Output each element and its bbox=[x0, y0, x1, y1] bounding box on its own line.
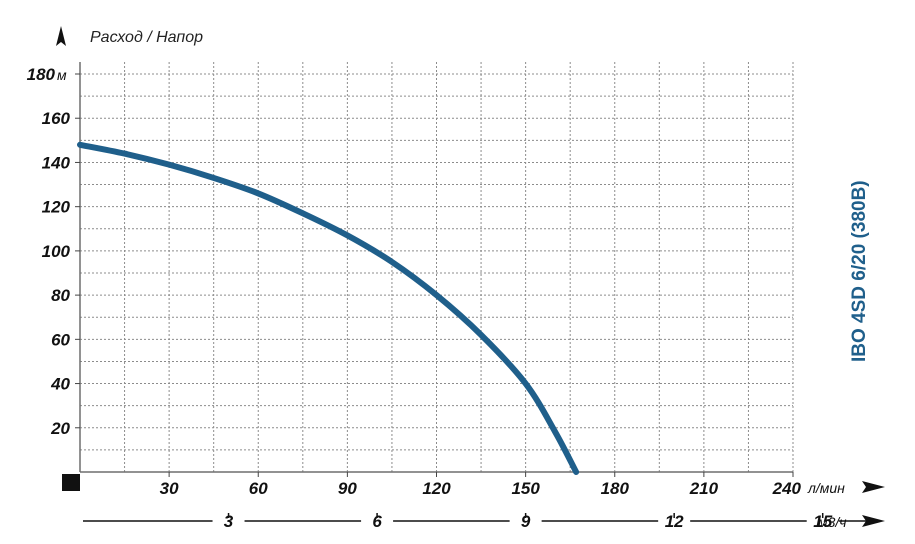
y-tick-label: 120 bbox=[42, 198, 71, 217]
x-tick-label: 150 bbox=[511, 479, 540, 498]
x-tick-label: 210 bbox=[689, 479, 719, 498]
y-tick-label: 20 bbox=[50, 419, 70, 438]
chart-title: IBO 4SD 6/20 (380B) bbox=[849, 180, 870, 362]
x-tick-label: 240 bbox=[772, 479, 802, 498]
x-tick-label: 60 bbox=[249, 479, 268, 498]
grid bbox=[80, 62, 794, 472]
x2-axis-arrow-icon bbox=[862, 515, 885, 527]
y-tick-label: 60 bbox=[51, 330, 70, 349]
axis-title: Расход / Напор bbox=[90, 29, 203, 46]
y-tick-label: 100 bbox=[42, 242, 71, 261]
y-tick-label: 80 bbox=[51, 286, 70, 305]
y-tick-label: 40 bbox=[50, 375, 70, 394]
x2-tick-label: 9 bbox=[521, 512, 531, 531]
y-tick-label: 140 bbox=[42, 153, 71, 172]
x-tick-labels: 30 60 90 120 150 180 210 240 bbox=[160, 472, 802, 498]
x-tick-label: 90 bbox=[338, 479, 357, 498]
y-axis-arrow-icon bbox=[56, 26, 66, 46]
origin-square-icon bbox=[62, 474, 80, 491]
x-tick-label: 30 bbox=[160, 479, 179, 498]
secondary-x-axis: 3 6 9 12 15 bbox=[83, 512, 870, 531]
x2-unit-label: м3/ч bbox=[818, 514, 847, 530]
pump-curve-line bbox=[77, 141, 580, 475]
x-axis-arrow-icon bbox=[862, 481, 885, 493]
curve-layer bbox=[77, 141, 580, 475]
y-tick-labels: 20 40 60 80 100 120 140 160 180 bbox=[27, 65, 80, 438]
x-unit-label: л/мин bbox=[807, 480, 845, 496]
y-unit-label: м bbox=[57, 67, 67, 83]
y-tick-label: 160 bbox=[42, 109, 71, 128]
x2-tick-label: 12 bbox=[665, 512, 684, 531]
x2-tick-label: 3 bbox=[224, 512, 234, 531]
x-tick-label: 120 bbox=[422, 479, 451, 498]
y-tick-label: 180 bbox=[27, 65, 56, 84]
x2-tick-label: 6 bbox=[372, 512, 382, 531]
x2-tick-label: 15 bbox=[813, 512, 832, 531]
x-tick-label: 180 bbox=[601, 479, 630, 498]
